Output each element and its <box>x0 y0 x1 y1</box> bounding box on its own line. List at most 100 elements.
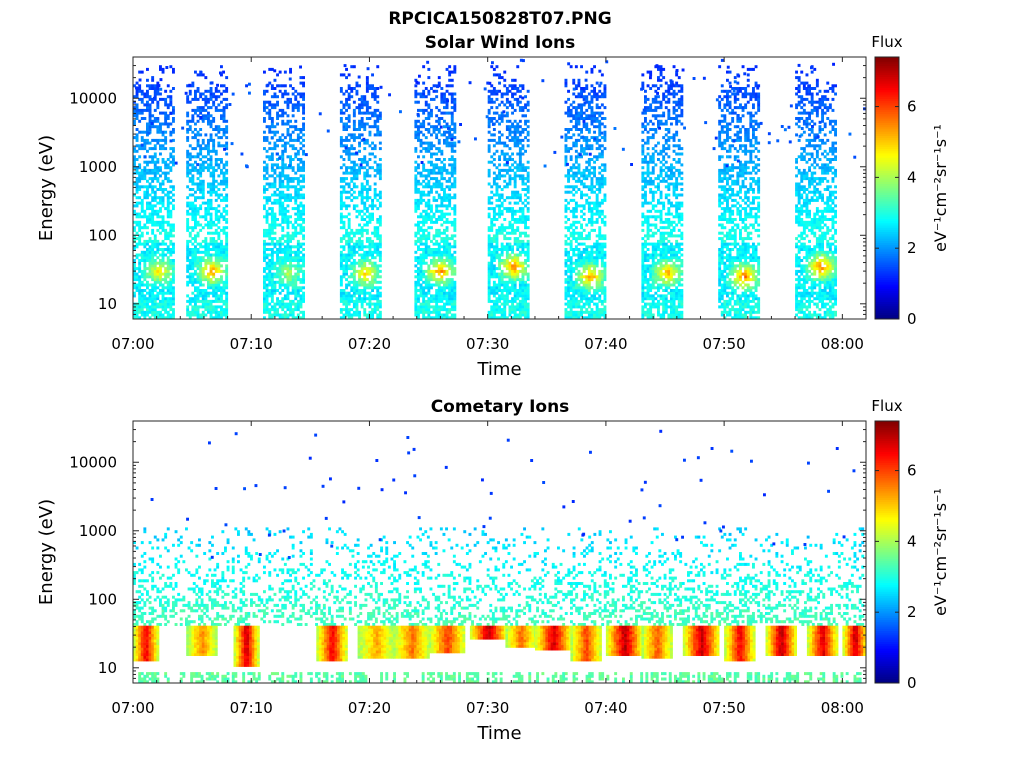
flux-cell <box>443 125 446 129</box>
flux-cell <box>146 133 149 137</box>
flux-cell <box>146 163 149 167</box>
flux-cell <box>342 272 346 276</box>
flux-cell <box>368 259 372 262</box>
flux-cell <box>283 89 287 93</box>
flux-cell <box>207 138 210 142</box>
flux-cell <box>199 190 203 194</box>
flux-cell <box>417 269 420 273</box>
flux-cell <box>191 297 195 301</box>
flux-cell <box>273 275 277 279</box>
flux-cell <box>294 177 298 181</box>
flux-cell <box>378 242 382 246</box>
flux-cell <box>172 149 175 153</box>
flux-cell <box>212 117 216 120</box>
flux-cell <box>207 144 210 148</box>
flux-cell <box>188 250 192 254</box>
flux-cell <box>135 231 139 235</box>
flux-cell <box>283 215 287 219</box>
flux-cell <box>511 269 514 273</box>
flux-cell <box>564 302 568 306</box>
flux-cell <box>296 212 300 216</box>
flux-cell <box>296 253 300 257</box>
flux-cell <box>270 297 274 301</box>
flux-cell <box>445 264 449 268</box>
flux-cell <box>225 291 229 295</box>
flux-cell <box>225 283 229 287</box>
flux-cell <box>299 193 303 197</box>
flux-cell <box>294 231 298 235</box>
flux-cell <box>289 100 292 104</box>
flux-cell <box>302 111 305 115</box>
flux-cell <box>363 100 367 104</box>
flux-cell <box>222 291 226 295</box>
flux-cell <box>212 286 216 290</box>
flux-cell <box>503 144 507 148</box>
flux-cell <box>164 163 168 167</box>
flux-cell <box>503 226 507 230</box>
flux-cell <box>263 308 266 312</box>
flux-cell <box>376 231 380 235</box>
flux-cell <box>296 261 300 265</box>
flux-cell <box>286 106 290 110</box>
flux-cell <box>518 242 522 246</box>
flux-cell <box>521 188 525 191</box>
flux-cell <box>286 256 290 260</box>
flux-cell <box>281 174 285 178</box>
flux-cell <box>342 204 346 208</box>
flux-cell <box>169 289 173 292</box>
flux-cell <box>495 289 499 292</box>
flux-cell <box>296 133 300 137</box>
flux-cell <box>217 237 221 241</box>
flux-cell <box>151 256 155 260</box>
flux-cell <box>194 207 197 211</box>
flux-cell <box>521 220 525 224</box>
flux-cell <box>225 286 229 290</box>
flux-cell <box>432 261 436 265</box>
flux-cell <box>430 215 433 219</box>
flux-cell <box>498 253 501 257</box>
flux-cell <box>355 168 359 172</box>
flux-cell <box>524 128 527 131</box>
flux-cell <box>194 223 197 227</box>
flux-cell <box>505 100 509 104</box>
flux-cell <box>191 272 195 276</box>
flux-cell <box>430 261 433 265</box>
flux-cell <box>225 87 229 90</box>
flux-cell <box>518 291 522 295</box>
flux-cell <box>204 299 208 303</box>
flux-cell <box>376 275 380 279</box>
flux-cell <box>207 209 210 213</box>
flux-cell <box>207 119 210 123</box>
flux-cell <box>345 166 348 170</box>
flux-cell <box>492 223 496 227</box>
flux-cell <box>427 141 431 145</box>
flux-cell <box>172 188 175 191</box>
flux-cell <box>435 289 439 292</box>
flux-cell <box>268 316 272 320</box>
flux-cell <box>339 226 343 230</box>
flux-cell <box>526 201 530 205</box>
flux-cell <box>352 136 356 140</box>
flux-cell <box>518 141 522 145</box>
flux-cell <box>156 179 160 183</box>
flux-cell <box>352 177 356 181</box>
flux-cell <box>518 308 522 312</box>
flux-cell <box>291 177 295 181</box>
flux-cell <box>263 239 266 243</box>
flux-cell <box>140 174 144 178</box>
flux-cell <box>352 182 356 186</box>
flux-cell <box>201 163 205 167</box>
flux-cell <box>445 168 449 172</box>
flux-cell <box>448 198 452 202</box>
flux-cell <box>378 141 382 145</box>
flux-cell <box>204 133 208 137</box>
flux-cell <box>204 212 208 216</box>
flux-cell <box>453 242 457 246</box>
flux-cell <box>276 280 279 284</box>
flux-cell <box>437 76 441 80</box>
flux-cell <box>414 89 418 93</box>
flux-cell <box>265 168 269 172</box>
flux-cell <box>365 313 369 317</box>
flux-cell <box>440 198 444 202</box>
flux-cell <box>419 278 423 282</box>
